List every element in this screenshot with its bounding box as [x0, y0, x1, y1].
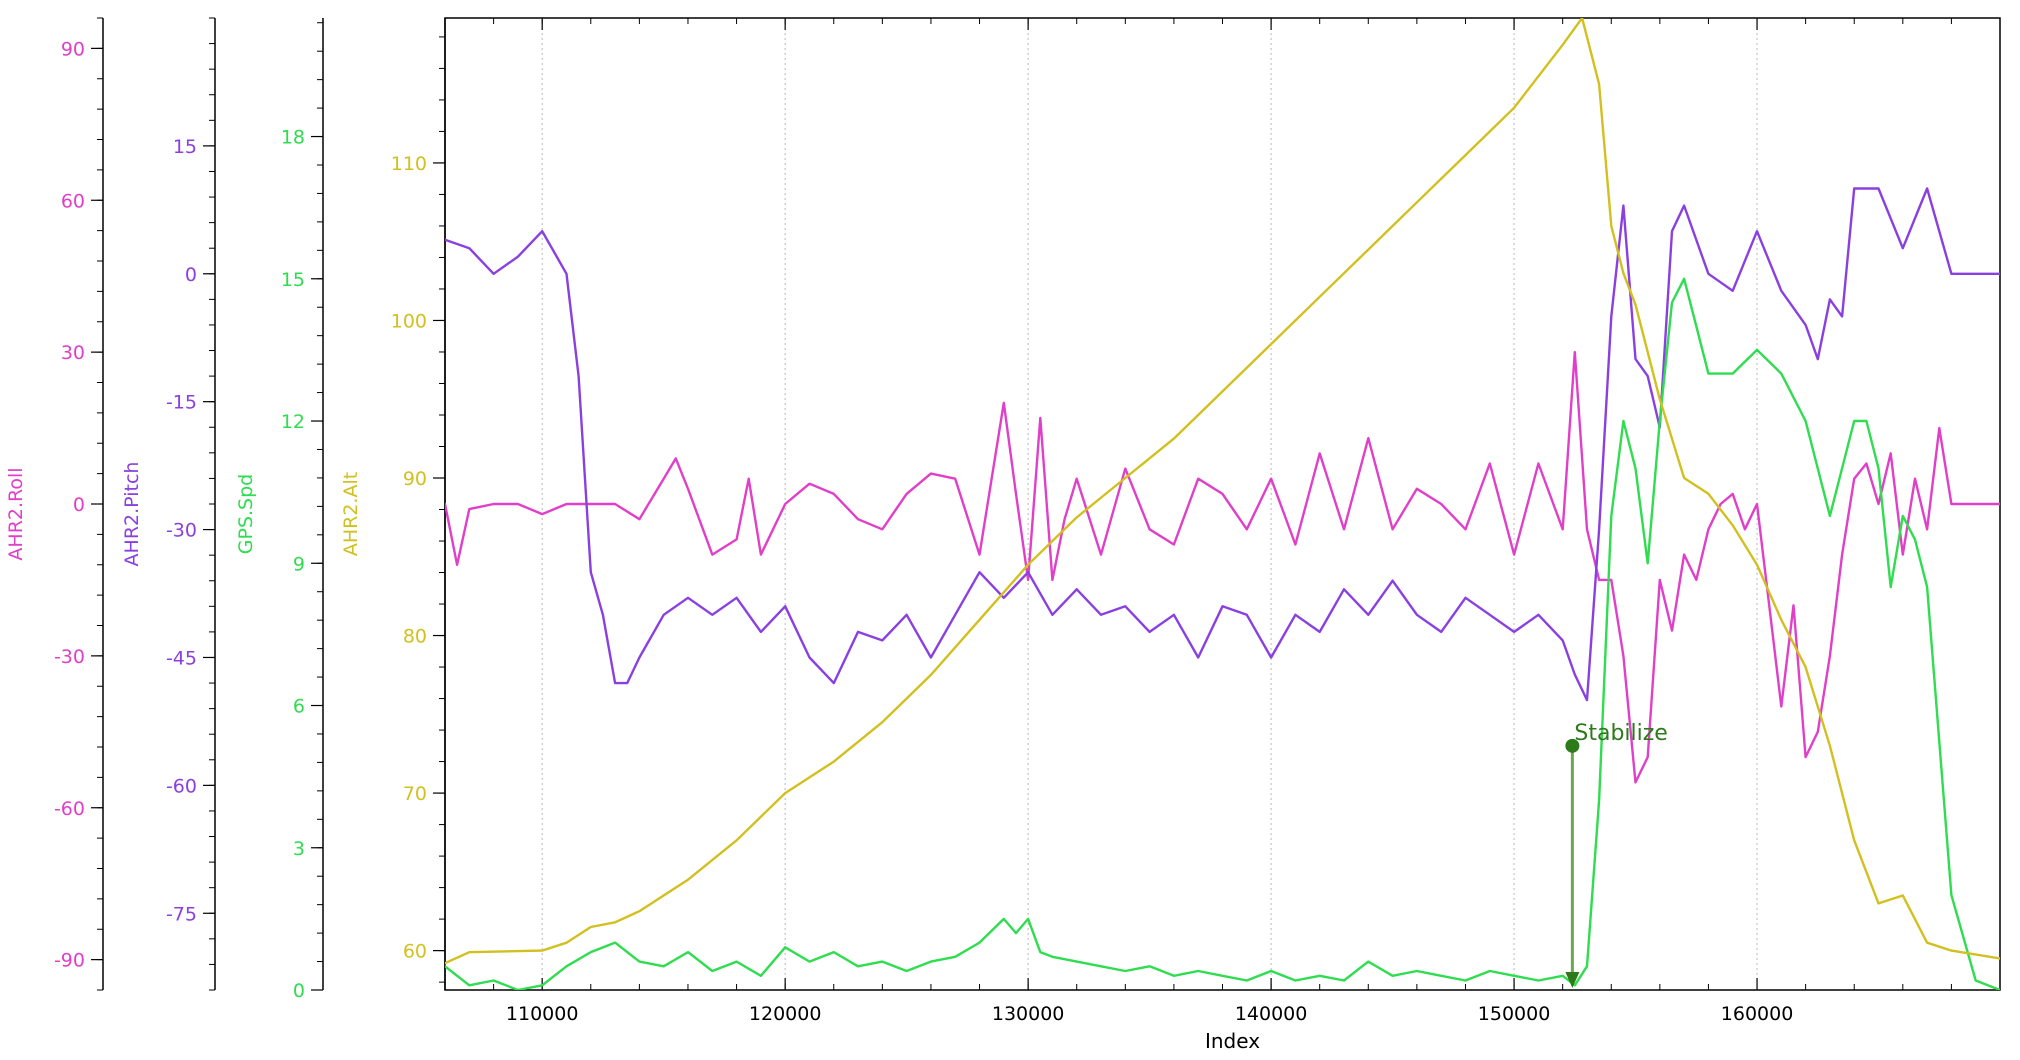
y-tick-label-roll: -90: [54, 950, 85, 972]
y-tick-label-roll: -30: [54, 646, 85, 668]
y-tick-label-pitch: -45: [166, 647, 197, 669]
y-tick-label-spd: 18: [281, 127, 305, 149]
y-tick-label-roll: 90: [61, 38, 85, 60]
y-tick-label-pitch: -75: [166, 903, 197, 925]
y-axis-roll: -90 -60 -30 0 30 60 90 AHR2.Roll: [5, 17, 104, 991]
y-tick-label-pitch: -30: [166, 520, 197, 542]
annotation-arrow-head: [1565, 972, 1580, 988]
y-tick-label-spd: 9: [293, 553, 305, 575]
x-tick-label: 140000: [1235, 1003, 1308, 1025]
plot-frame: [444, 17, 2001, 991]
series-line-gps-spd: [445, 277, 2000, 990]
y-axis-pitch: -75 -60 -45 -30 -15 0 15 AHR2.Pitch: [121, 17, 216, 991]
series-line-ahr2-pitch: [445, 187, 2000, 702]
y-axis-label-ahr2-roll: AHR2.Roll: [5, 467, 27, 560]
y-tick-label-alt: 110: [391, 153, 427, 175]
series-line-ahr2-roll: [445, 350, 2000, 784]
y-tick-label-roll: 30: [61, 342, 85, 364]
y-axis-label-ahr2-pitch: AHR2.Pitch: [121, 462, 143, 567]
y-tick-label-alt: 90: [403, 468, 427, 490]
x-tick-label: 160000: [1721, 1003, 1794, 1025]
annotation-marker: [1565, 738, 1580, 753]
y-tick-label-alt: 60: [403, 941, 427, 963]
y-tick-label-spd: 12: [281, 411, 305, 433]
y-tick-label-roll: -60: [54, 798, 85, 820]
series-group: [445, 18, 2000, 990]
y-tick-label-alt: 70: [403, 783, 427, 805]
y-tick-label-pitch: -60: [166, 775, 197, 797]
y-tick-label-alt: 80: [403, 626, 427, 648]
x-tick-label: 130000: [992, 1003, 1065, 1025]
y-tick-label-spd: 15: [281, 269, 305, 291]
y-axis-label-gps-spd: GPS.Spd: [235, 474, 257, 554]
y-tick-label-alt: 100: [391, 310, 427, 332]
y-axis-spd: 0 3 6 9 12 15 18 GPS.Spd: [235, 18, 324, 1002]
x-axis: 110000 120000 130000 140000 150000 160000 Inde…: [444, 18, 2001, 1053]
y-tick-label-pitch: 0: [185, 264, 197, 286]
y-axis-alt: 60 70 80 90 100 110 AHR2.Alt: [340, 18, 446, 990]
y-tick-label-spd: 0: [293, 980, 305, 1002]
y-tick-label-spd: 3: [293, 838, 305, 860]
y-tick-label-spd: 6: [293, 696, 305, 718]
x-axis-label: Index: [1205, 1029, 1260, 1053]
y-axis-label-ahr2-alt: AHR2.Alt: [340, 472, 362, 556]
y-tick-label-pitch: 15: [173, 136, 197, 158]
series-line-ahr2-alt: [445, 18, 2000, 965]
annotation-label: Stabilize: [1574, 721, 1667, 746]
x-tick-label: 120000: [749, 1003, 822, 1025]
x-tick-label: 110000: [506, 1003, 579, 1025]
y-tick-label-pitch: -15: [166, 392, 197, 414]
y-tick-label-roll: 60: [61, 190, 85, 212]
x-tick-label: 150000: [1478, 1003, 1551, 1025]
y-tick-label-roll: 0: [73, 494, 85, 516]
annotation-stabilize: Stabilize: [1565, 721, 1668, 988]
